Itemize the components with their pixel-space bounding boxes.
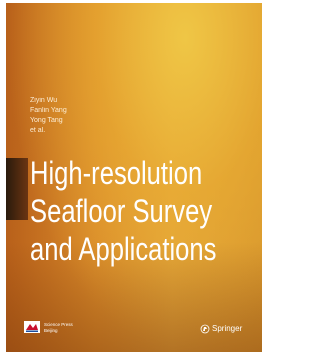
title-line: and Applications [30,232,216,266]
publisher-text: Beijing [44,328,58,333]
author: Fanlin Yang [30,107,67,115]
science-press-logo [24,321,40,333]
title-line: High-resolution [30,156,202,190]
page: {"authors": ["Ziyin Wu", "Fanlin Yang", … [0,0,267,356]
springer-logo [200,324,210,334]
publisher-text: Science Press [44,322,73,327]
book-cover: Ziyin Wu Fanlin Yang Yong Tang et al. Hi… [6,3,262,352]
author: et al. [30,127,45,135]
title-line: Seafloor Survey [30,194,212,228]
author: Ziyin Wu [30,97,57,105]
author: Yong Tang [30,117,63,125]
title-strip [6,158,28,220]
publisher-name: Springer [212,324,242,334]
